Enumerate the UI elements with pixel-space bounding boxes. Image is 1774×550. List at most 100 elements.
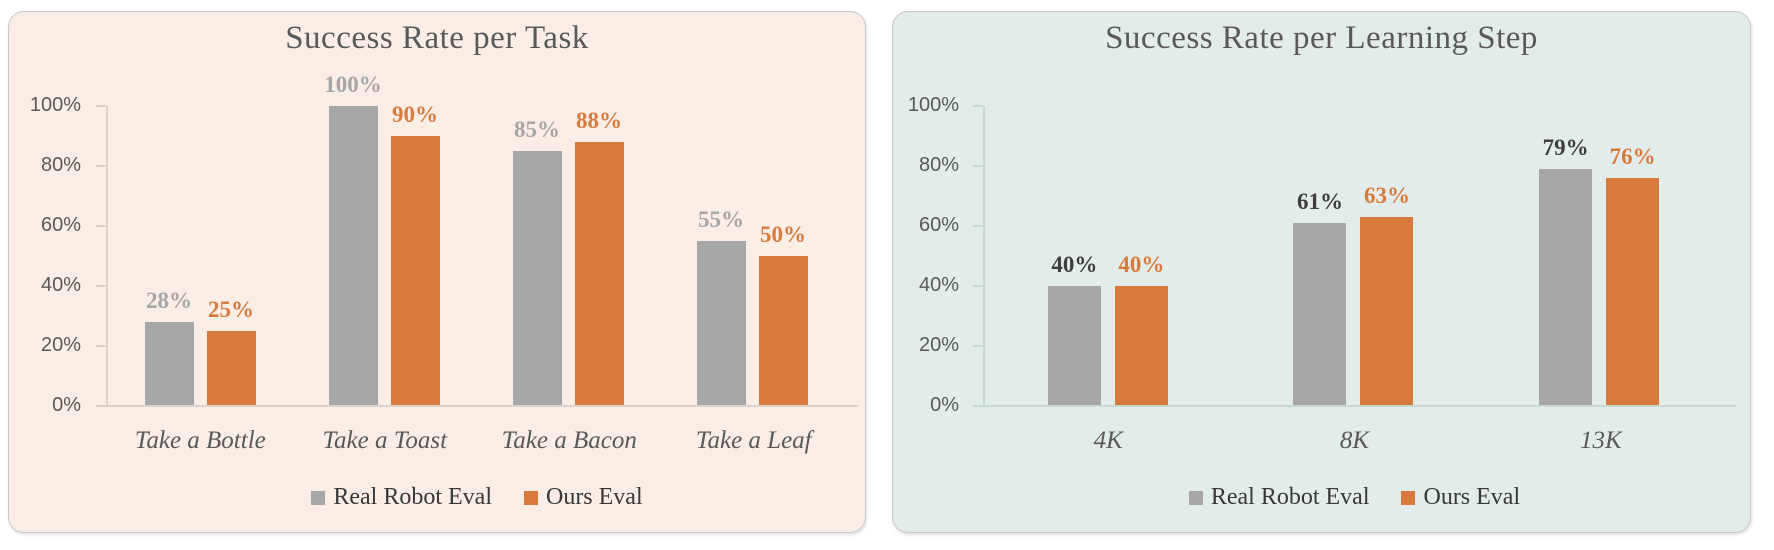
chart-title: Success Rate per Learning Step [1105, 20, 1538, 56]
y-tick-label: 100% [29, 94, 81, 117]
plot-area: 40% 40% 61% 63% 79% 76% [973, 105, 1736, 407]
bar [1539, 169, 1593, 406]
y-tick-label: 100% [907, 94, 959, 117]
bar-with-label: 90% [390, 102, 440, 406]
bar-with-label: 28% [144, 106, 194, 406]
bar-group: 28% 25% [144, 106, 256, 406]
bar-value-label: 76% [1609, 144, 1656, 169]
legend-item: Real Robot Eval [311, 484, 492, 511]
y-tick-mark [973, 405, 983, 407]
bar-with-label: 85% [512, 106, 562, 406]
bar [1047, 286, 1101, 406]
y-tick-mark [973, 285, 983, 287]
bar-with-label: 100% [324, 72, 382, 406]
y-tick-mark [96, 105, 106, 107]
bar-group: 40% 40% [1047, 106, 1168, 406]
bar-value-label: 28% [146, 288, 192, 313]
y-tick-label: 0% [52, 394, 81, 417]
bar-group: 100% 90% [324, 72, 440, 406]
bar-group: 85% 88% [512, 106, 624, 406]
chart-panel-success-rate-per-task: Success Rate per Task 100% 80% 60% 40% 20% 0%… [8, 11, 866, 533]
category-label: Take a Leaf [695, 427, 812, 454]
bar-value-label: 90% [392, 102, 438, 127]
bar [1360, 217, 1414, 406]
y-tick-mark [96, 345, 106, 347]
category-label: 8K [1339, 427, 1370, 454]
bar-with-label: 79% [1539, 106, 1593, 406]
bar-with-label: 63% [1360, 106, 1414, 406]
y-tick-label: 20% [918, 334, 959, 357]
bar [1606, 178, 1660, 406]
bar-value-label: 88% [576, 108, 622, 133]
bar [1114, 286, 1168, 406]
bar [328, 106, 378, 406]
y-tick-mark [973, 165, 983, 167]
category-label: Take a Bottle [134, 427, 266, 454]
bar-groups: 28% 25% 100% 90% 85% 88% 55% 50% [108, 72, 844, 406]
bar-with-label: 88% [574, 106, 624, 406]
bar [206, 331, 256, 406]
y-tick-label: 20% [40, 334, 81, 357]
y-tick-label: 80% [40, 154, 81, 177]
y-tick-mark [973, 225, 983, 227]
bar-with-label: 76% [1606, 106, 1660, 406]
bar [696, 241, 746, 406]
y-tick-mark [96, 165, 106, 167]
bar-value-label: 40% [1118, 252, 1165, 277]
bar-value-label: 85% [514, 117, 560, 142]
y-tick-label: 0% [930, 394, 959, 417]
legend-swatch [1401, 490, 1416, 505]
y-tick-label: 60% [40, 214, 81, 237]
y-tick-mark [973, 345, 983, 347]
legend-swatch [311, 490, 326, 505]
bar-value-label: 61% [1296, 189, 1343, 214]
bar-value-label: 63% [1363, 183, 1410, 208]
bar-with-label: 61% [1293, 106, 1347, 406]
category-label: Take a Toast [322, 427, 448, 454]
category-label: 13K [1579, 427, 1622, 454]
category-label: 4K [1093, 427, 1123, 454]
legend-label: Real Robot Eval [1210, 484, 1370, 510]
bar [1293, 223, 1347, 406]
y-tick-mark [96, 285, 106, 287]
bar-value-label: 50% [760, 222, 806, 247]
bar-with-label: 55% [696, 106, 746, 406]
bar-with-label: 40% [1047, 106, 1101, 406]
y-tick-label: 40% [918, 274, 959, 297]
category-labels: 4K 8K 13K [985, 427, 1724, 455]
legend-label: Ours Eval [1423, 484, 1521, 510]
legend-swatch [523, 490, 538, 505]
bar-value-label: 40% [1051, 252, 1098, 277]
bar [512, 151, 562, 406]
plot-area: 28% 25% 100% 90% 85% 88% 55% 50% [96, 72, 858, 407]
bar-value-label: 79% [1542, 135, 1589, 160]
chart-panel-success-rate-per-learning-step: Success Rate per Learning Step 100% 80% 60… [892, 11, 1751, 533]
bar-with-label: 50% [758, 106, 808, 406]
chart-title: Success Rate per Task [285, 20, 589, 56]
legend: Real Robot Eval Ours Eval [108, 484, 846, 511]
category-label: Take a Bacon [501, 427, 637, 454]
bar-group: 79% 76% [1539, 106, 1660, 406]
bar [758, 256, 808, 406]
bar-group: 55% 50% [696, 106, 808, 406]
y-tick-mark [973, 105, 983, 107]
bar-with-label: 25% [206, 106, 256, 406]
legend-item: Ours Eval [1401, 484, 1520, 511]
y-tick-label: 60% [918, 214, 959, 237]
legend-swatch [1188, 490, 1203, 505]
legend-label: Real Robot Eval [333, 484, 492, 510]
y-tick-mark [96, 225, 106, 227]
y-tick-mark [96, 405, 106, 407]
bar-groups: 40% 40% 61% 63% 79% 76% [985, 106, 1722, 406]
bar-value-label: 25% [208, 297, 254, 322]
bar [574, 142, 624, 406]
y-tick-label: 80% [918, 154, 959, 177]
bar [144, 322, 194, 406]
legend-item: Real Robot Eval [1188, 484, 1370, 511]
legend-label: Ours Eval [545, 484, 643, 510]
legend: Real Robot Eval Ours Eval [985, 484, 1724, 511]
legend-item: Ours Eval [523, 484, 643, 511]
category-labels: Take a Bottle Take a Toast Take a Bacon Tak… [108, 427, 846, 455]
bar-value-label: 55% [698, 207, 744, 232]
